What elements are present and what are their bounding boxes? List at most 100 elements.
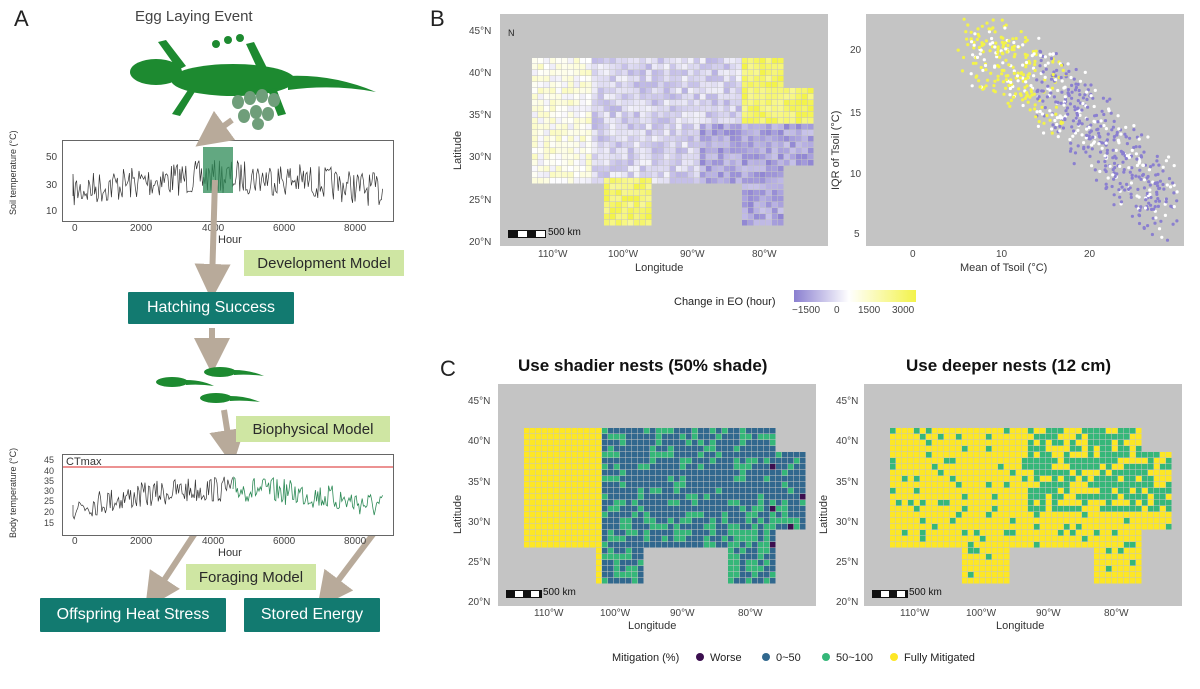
map-cell <box>748 64 754 70</box>
map-cell <box>902 536 908 542</box>
scatter-point <box>1016 45 1020 49</box>
map-cell <box>640 64 646 70</box>
map-cell <box>644 506 650 512</box>
map-cell <box>634 76 640 82</box>
scatter-point <box>990 45 995 49</box>
scatter-point <box>1154 199 1158 203</box>
map-cell <box>604 106 610 112</box>
map-cell <box>566 518 572 524</box>
map-cell <box>610 82 616 88</box>
scatter-point <box>1023 36 1028 40</box>
scatter-point <box>1070 90 1074 94</box>
map-cell <box>712 130 718 136</box>
map-cell <box>718 160 724 166</box>
scatter-point <box>1093 168 1097 172</box>
map-cell <box>752 578 758 584</box>
map-cell <box>1010 524 1016 530</box>
map-cell <box>688 142 694 148</box>
map-cell <box>724 142 730 148</box>
map-cell <box>1106 452 1112 458</box>
map-cell <box>748 178 754 184</box>
map-cell <box>748 160 754 166</box>
map-cell <box>1148 512 1154 518</box>
map-cell <box>650 542 656 548</box>
scatter-point <box>1145 176 1149 180</box>
depth-map <box>864 384 1182 606</box>
map-cell <box>760 112 766 118</box>
map-cell <box>1034 470 1040 476</box>
scatter-point <box>1090 164 1094 168</box>
map-cell <box>992 476 998 482</box>
map-cell <box>626 446 632 452</box>
map-cell <box>530 452 536 458</box>
map-cell <box>742 58 748 64</box>
map-cell <box>706 70 712 76</box>
map-cell <box>668 518 674 524</box>
map-cell <box>1160 476 1166 482</box>
map-cell <box>890 428 896 434</box>
map-cell <box>632 560 638 566</box>
map-cell <box>644 464 650 470</box>
map-cell <box>986 434 992 440</box>
map-cell <box>1064 464 1070 470</box>
map-cell <box>730 166 736 172</box>
map-cell <box>554 542 560 548</box>
map-cell <box>560 488 566 494</box>
map-cell <box>704 452 710 458</box>
map-cell <box>752 482 758 488</box>
scatter-point <box>1121 160 1125 164</box>
map-cell <box>778 172 784 178</box>
map-cell <box>638 464 644 470</box>
map-cell <box>1064 434 1070 440</box>
map-cell <box>1058 476 1064 482</box>
map-cell <box>776 476 782 482</box>
map-cell <box>1028 458 1034 464</box>
map-cell <box>556 154 562 160</box>
map-cell <box>992 470 998 476</box>
map-cell <box>634 94 640 100</box>
map-cell <box>568 82 574 88</box>
map-cell <box>766 214 772 220</box>
map-cell <box>622 166 628 172</box>
map-cell <box>1154 452 1160 458</box>
map-cell <box>662 488 668 494</box>
map-cell <box>728 452 734 458</box>
map-cell <box>716 542 722 548</box>
map-cell <box>956 428 962 434</box>
map-cell <box>628 166 634 172</box>
scatter-point <box>1139 205 1143 209</box>
map-cell <box>1106 500 1112 506</box>
map-cell <box>566 536 572 542</box>
map-cell <box>704 506 710 512</box>
map-cell <box>772 148 778 154</box>
map-cell <box>586 118 592 124</box>
map-cell <box>764 482 770 488</box>
map-cell <box>608 476 614 482</box>
map-cell <box>628 196 634 202</box>
map-cell <box>748 184 754 190</box>
map-cell <box>746 554 752 560</box>
map-cell <box>784 88 790 94</box>
map-cell <box>772 118 778 124</box>
map-cell <box>1118 524 1124 530</box>
map-cell <box>542 494 548 500</box>
map-cell <box>778 136 784 142</box>
scatter-point <box>990 36 994 41</box>
map-cell <box>776 506 782 512</box>
map-cell <box>556 94 562 100</box>
map-cell <box>694 178 700 184</box>
map-cell <box>742 118 748 124</box>
map-cell <box>932 512 938 518</box>
map-cell <box>664 154 670 160</box>
map-cell <box>706 154 712 160</box>
map-cell <box>682 76 688 82</box>
scatter-point <box>1039 50 1043 54</box>
map-cell <box>974 566 980 572</box>
scatter-point <box>1060 90 1064 94</box>
map-cell <box>974 578 980 584</box>
map-cell <box>700 160 706 166</box>
map-cell <box>700 94 706 100</box>
map-cell <box>890 530 896 536</box>
map-cell <box>1064 500 1070 506</box>
map-cell <box>668 494 674 500</box>
